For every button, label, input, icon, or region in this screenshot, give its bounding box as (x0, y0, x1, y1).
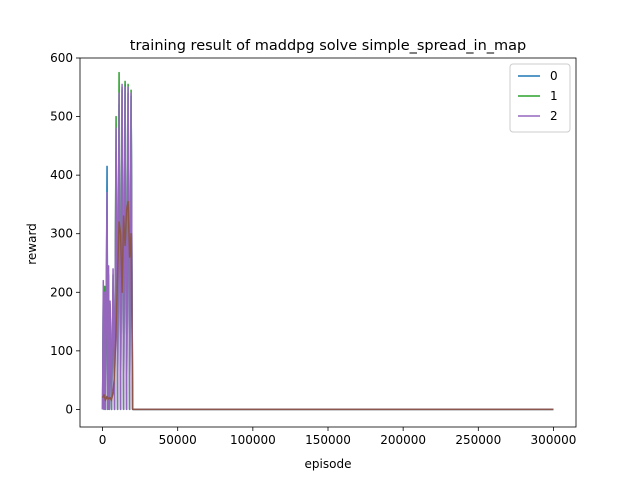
x-tick-label: 100000 (230, 433, 276, 447)
legend-label-1: 1 (550, 89, 558, 103)
y-axis: 0 100 200 300 400 500 600 (50, 51, 80, 416)
y-tick-label: 300 (50, 227, 73, 241)
series-line-unlabeled-3 (101, 200, 554, 411)
series-line-2 (101, 83, 554, 411)
y-tick-label: 400 (50, 168, 73, 182)
y-axis-label: reward (25, 223, 39, 265)
x-tick-label: 150000 (305, 433, 351, 447)
plot-area (79, 57, 577, 428)
y-tick-label: 0 (65, 402, 73, 416)
legend-label-2: 2 (550, 109, 558, 123)
x-tick-label: 0 (99, 433, 107, 447)
y-tick-label: 500 (50, 110, 73, 124)
legend-box (509, 63, 571, 133)
x-tick-label: 250000 (455, 433, 501, 447)
chart-title: training result of maddpg solve simple_s… (130, 38, 526, 54)
x-axis: 0 50000 100000 150000 200000 250000 300000 (99, 427, 577, 447)
x-tick-label: 200000 (380, 433, 426, 447)
x-tick-label: 300000 (531, 433, 577, 447)
legend-label-0: 0 (550, 69, 558, 83)
legend: 0 1 2 (509, 63, 571, 133)
y-tick-label: 600 (50, 51, 73, 65)
x-tick-label: 50000 (159, 433, 197, 447)
y-tick-label: 100 (50, 344, 73, 358)
x-axis-label: episode (305, 457, 352, 471)
series-lines (101, 71, 554, 411)
y-tick-label: 200 (50, 285, 73, 299)
